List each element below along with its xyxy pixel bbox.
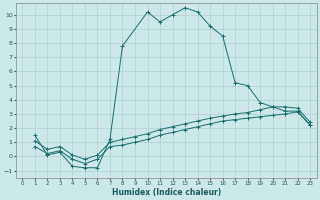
X-axis label: Humidex (Indice chaleur): Humidex (Indice chaleur) — [112, 188, 221, 197]
